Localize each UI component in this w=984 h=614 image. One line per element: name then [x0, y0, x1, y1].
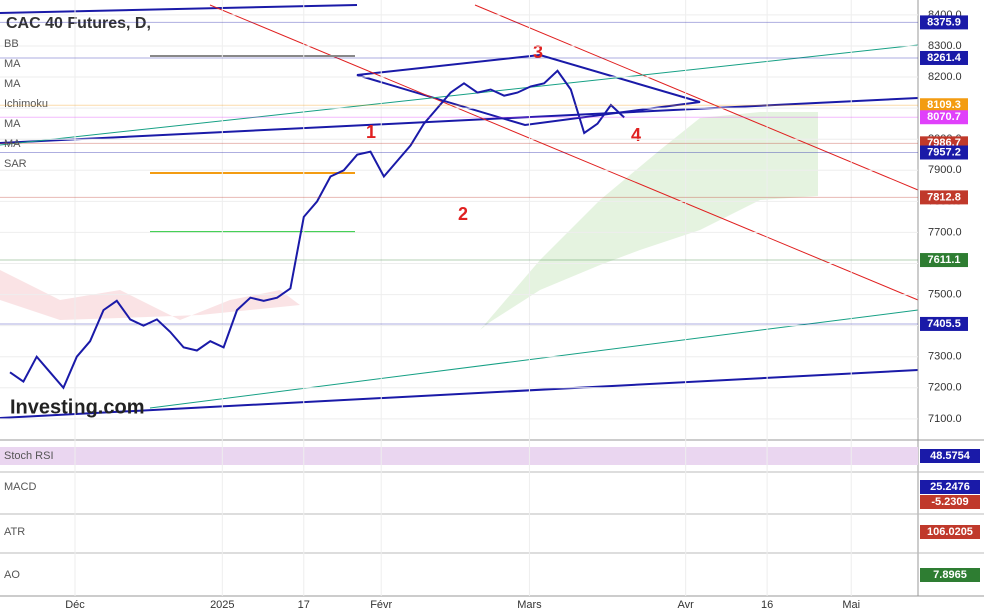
x-tick-label: Mai: [842, 599, 860, 611]
price-label-box: [920, 190, 968, 205]
x-tick-label: Avr: [678, 599, 695, 611]
panel-label: AO: [4, 569, 20, 581]
y-tick-label: 7900.0: [928, 164, 962, 176]
price-label: 8375.9: [927, 16, 961, 28]
price-label: 7405.5: [927, 318, 961, 330]
readout: 25.2476: [930, 481, 970, 493]
readout-box: [920, 480, 980, 494]
panel-label: ATR: [4, 526, 25, 538]
price-line: [9, 69, 625, 390]
annotation: 2: [458, 204, 468, 224]
indicator-label: MA: [4, 118, 21, 130]
annotation: 1: [366, 122, 376, 142]
price-label: 7812.8: [927, 191, 961, 203]
price-label: 7957.2: [927, 146, 961, 158]
x-tick-label: Févr: [370, 599, 392, 611]
price-label-box: [920, 110, 968, 125]
price-label-box: [920, 50, 968, 65]
readout: -5.2309: [931, 496, 968, 508]
readout-box: [920, 449, 980, 463]
trend-line: [474, 4, 919, 191]
panel-label: MACD: [4, 481, 36, 493]
price-label-box: [920, 253, 968, 268]
y-tick-label: 7700.0: [928, 226, 962, 238]
trend-line: [0, 97, 919, 144]
indicator-label: MA: [4, 58, 21, 70]
trend-line: [0, 4, 358, 14]
indicator-label: MA: [4, 78, 21, 90]
price-label: 7611.1: [927, 254, 960, 266]
y-tick-label: 8300.0: [928, 40, 962, 52]
y-tick-label: 7300.0: [928, 351, 962, 363]
x-tick-label: Mars: [517, 599, 542, 611]
indicator-label: Ichimoku: [4, 98, 48, 110]
readout: 48.5754: [930, 450, 971, 462]
y-tick-label: 7200.0: [928, 382, 962, 394]
readout-box: [920, 525, 980, 539]
price-label-box: [920, 316, 968, 331]
ichimoku-cloud: [480, 112, 818, 330]
price-label: 8070.7: [927, 111, 961, 123]
readout-box: [920, 568, 980, 582]
x-tick-label: 2025: [210, 599, 234, 611]
price-label-box: [920, 98, 968, 113]
trend-line: [149, 309, 919, 409]
annotation: 4: [631, 125, 641, 145]
readout: 7.8965: [933, 569, 967, 581]
readout: 106.0205: [927, 526, 973, 538]
price-label-box: [920, 145, 968, 160]
trend-line: [209, 4, 919, 301]
x-tick-label: 16: [761, 599, 773, 611]
indicator-label: SAR: [4, 158, 27, 170]
chart-title: CAC 40 Futures, D,: [6, 15, 151, 32]
indicator-label: MA: [4, 138, 21, 150]
y-tick-label: 7500.0: [928, 288, 962, 300]
y-tick-label: 7100.0: [928, 413, 962, 425]
watermark: Investing.com: [10, 396, 144, 418]
x-tick-label: 17: [298, 599, 310, 611]
indicator-label: BB: [4, 38, 19, 50]
readout-box: [920, 495, 980, 509]
y-tick-label: 8200.0: [928, 71, 962, 83]
trend-line: [0, 369, 919, 419]
trend-line: [0, 44, 919, 146]
price-label-box: [920, 15, 968, 30]
stoch-band: [0, 447, 918, 465]
price-label: 8261.4: [927, 52, 962, 64]
price-label: 8109.3: [927, 99, 961, 111]
annotation: 3: [533, 42, 543, 62]
x-tick-label: Déc: [65, 599, 85, 611]
panel-label: Stoch RSI: [4, 450, 54, 462]
